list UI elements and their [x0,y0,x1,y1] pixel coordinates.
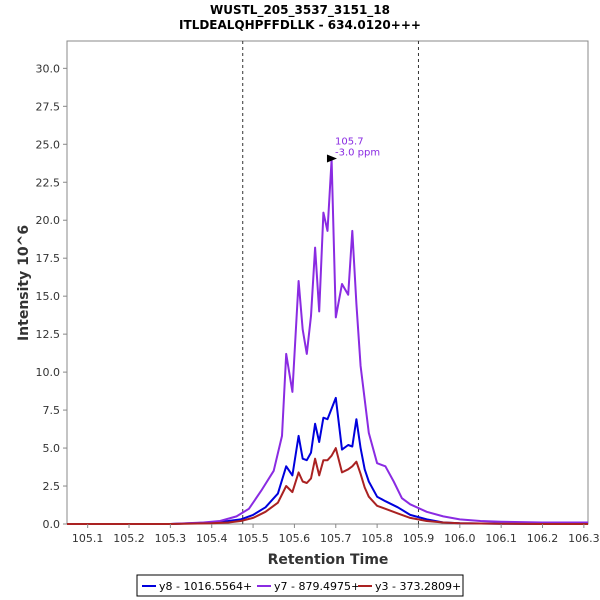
legend-item-y3: y3 - 373.2809+ [358,580,461,593]
x-tick-label: 105.9 [403,532,435,545]
boundary-lines [242,41,419,524]
x-tick-label: 105.2 [113,532,145,545]
legend-item-y7: y7 - 879.4975+ [257,580,360,593]
series-line [67,158,588,525]
peak-annotation: 105.7 -3.0 ppm [326,136,380,163]
legend-label: y8 - 1016.5564+ [159,580,252,593]
legend-item-y8: y8 - 1016.5564+ [142,580,252,593]
y-axis-title: Intensity 10^6 [16,225,32,341]
x-axis-title: Retention Time [268,552,389,568]
x-tick-label: 106.3 [568,532,600,545]
x-tick-label: 105.4 [196,532,228,545]
x-tick-label: 106.1 [485,532,517,545]
series-line [67,396,588,525]
y-tick-label: 25.0 [36,138,61,151]
chart-subtitle: ITLDEALQHPFFDLLK - 634.0120+++ [179,18,421,32]
legend-label: y7 - 879.4975+ [274,580,360,593]
plot-area [66,40,589,525]
chart-title: WUSTL_205_3537_3151_18 [210,3,390,18]
x-tick-label: 105.5 [237,532,269,545]
y-tick-label: 22.5 [36,176,61,189]
y-tick-label: 7.5 [43,404,61,417]
x-axis-ticks: 105.1 105.2 105.3 105.4 105.5 105.6 105.7 105.8… [72,524,600,545]
peak-marker-icon [326,154,337,163]
y-tick-label: 15.0 [36,290,61,303]
legend-box [136,574,464,597]
peak-annotation-time: 105.7 [335,136,364,147]
series-line [67,447,588,525]
y-axis-ticks: 0.0 2.5 5.0 7.5 10.0 12.5 15.0 17.5 20.0 22.5 25.0… [36,62,67,531]
x-tick-label: 105.7 [320,532,352,545]
y-tick-label: 20.0 [36,214,61,227]
x-tick-label: 105.3 [155,532,187,545]
y-tick-label: 17.5 [36,252,61,265]
x-tick-label: 105.8 [361,532,393,545]
x-tick-label: 105.1 [72,532,104,545]
x-tick-label: 106.0 [444,532,476,545]
y-tick-label: 5.0 [43,442,61,455]
peak-annotation-ppm: -3.0 ppm [335,147,380,158]
y-tick-label: 27.5 [36,100,61,113]
x-tick-label: 105.6 [279,532,311,545]
y-tick-label: 30.0 [36,62,61,75]
y-tick-label: 0.0 [43,518,61,531]
x-tick-label: 106.2 [527,532,559,545]
y-tick-label: 10.0 [36,366,61,379]
series-lines [67,158,588,525]
legend-label: y3 - 373.2809+ [375,580,461,593]
y-tick-label: 12.5 [36,328,61,341]
y-tick-label: 2.5 [43,480,61,493]
